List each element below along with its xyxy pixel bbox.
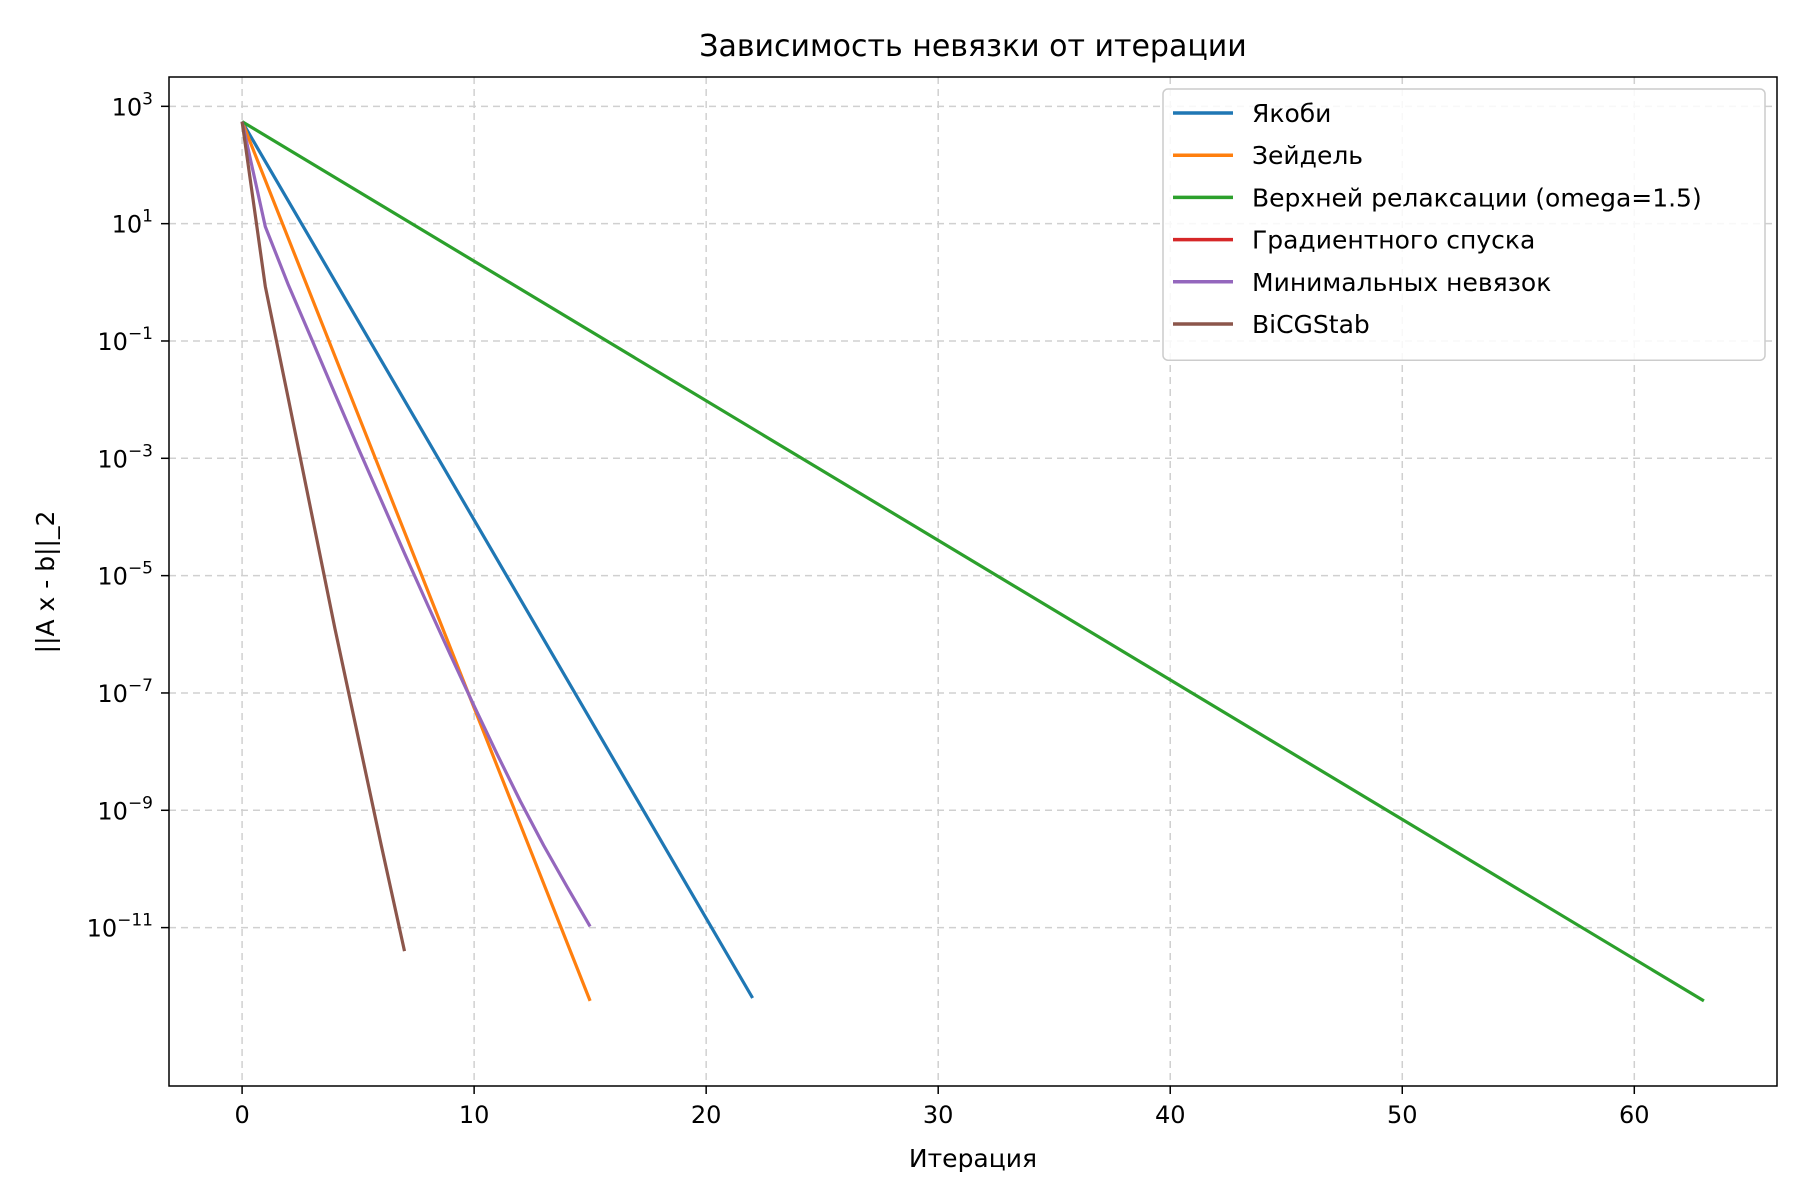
y-tick-exponent: −11 [117,911,153,931]
series-line-1 [240,121,592,1002]
x-tick-label: 50 [1387,1101,1418,1129]
series-line-5 [240,121,407,952]
y-tick-exponent: −1 [128,324,153,344]
x-ticks: 0 10 20 30 40 50 60 [234,1086,1650,1129]
grid [169,77,1777,1086]
y-tick-exponent: 1 [142,207,153,227]
legend-label: Градиентного спуска [1252,226,1535,255]
y-tick-exponent: −5 [128,559,153,579]
y-tick-label: 10−9 [97,793,153,825]
y-tick-base: 10 [112,211,143,239]
y-tick-label: 10−1 [97,324,153,356]
y-tick-base: 10 [97,328,128,356]
y-tick-base: 10 [97,797,128,825]
y-tick-label: 101 [112,207,153,239]
x-tick-label: 60 [1619,1101,1650,1129]
series-line-0 [240,120,754,999]
y-tick-base: 10 [97,680,128,708]
plot-frame [168,76,1778,1087]
y-tick-label: 10−11 [87,911,153,943]
y-tick-label: 10−7 [97,676,153,708]
x-tick-label: 40 [1155,1101,1186,1129]
x-tick-label: 10 [459,1101,490,1129]
legend: Якоби Зейдель Верхней релаксации (omega=1.… [1162,88,1766,361]
y-tick-exponent: −7 [128,676,153,696]
legend-box [1162,88,1766,361]
legend-label: Зейдель [1252,141,1363,170]
x-tick-label: 30 [923,1101,954,1129]
y-tick-label: 10−3 [97,441,153,473]
series-line-4 [240,121,592,928]
y-tick-exponent: 3 [142,89,153,109]
legend-label: Верхней релаксации (omega=1.5) [1252,183,1702,212]
series-line-2 [241,120,1705,1003]
legend-label: BiCGStab [1252,310,1370,339]
y-tick-base: 10 [112,93,143,121]
legend-label: Якоби [1252,99,1331,128]
y-tick-exponent: −3 [128,441,153,461]
y-tick-base: 10 [97,563,128,591]
x-tick-label: 20 [691,1101,722,1129]
x-axis-label: Итерация [909,1144,1037,1173]
y-tick-base: 10 [87,915,118,943]
series-lines [240,120,1705,1003]
y-tick-label: 103 [112,89,153,121]
chart-title: Зависимость невязки от итерации [699,29,1247,64]
y-axis-label: ||A x - b||_2 [31,511,60,654]
x-tick-label: 0 [234,1101,249,1129]
y-tick-exponent: −9 [128,793,153,813]
legend-label: Минимальных невязок [1252,268,1551,297]
y-tick-base: 10 [97,445,128,473]
y-tick-label: 10−5 [97,559,153,591]
